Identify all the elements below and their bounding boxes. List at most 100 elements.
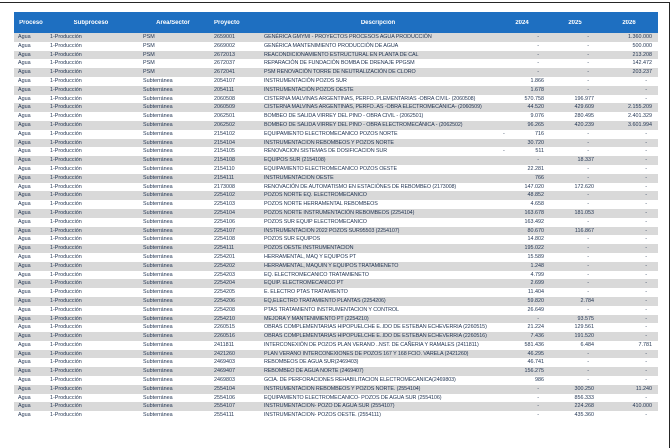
cell-descripcion[interactable]: GCIA. DE PERFORACIONES REHABILITACION EL… bbox=[264, 377, 456, 384]
cell-y2026[interactable]: - bbox=[645, 280, 647, 287]
cell-y2025[interactable]: - bbox=[587, 289, 589, 296]
cell-y2024[interactable]: 9.076 bbox=[530, 113, 545, 120]
cell-subproceso[interactable]: 1-Producción bbox=[50, 209, 82, 216]
table-row[interactable]: Agua 1-Producción Subterránea 2469803 GCIA. … bbox=[14, 376, 658, 385]
cell-y2025[interactable]: 191.520 bbox=[574, 333, 595, 340]
cell-y2024[interactable]: -716 bbox=[503, 130, 544, 137]
cell-area[interactable]: Subterránea bbox=[143, 227, 173, 234]
table-row[interactable]: Agua 1-Producción Subterránea 2254205 E. ELE… bbox=[14, 288, 658, 297]
cell-proceso[interactable]: Agua bbox=[18, 403, 31, 410]
cell-y2025[interactable]: - bbox=[587, 201, 589, 208]
cell-subproceso[interactable]: 1-Producción bbox=[50, 139, 82, 146]
cell-area[interactable]: Subterránea bbox=[143, 412, 173, 419]
cell-proceso[interactable]: Agua bbox=[18, 157, 31, 164]
cell-proyecto[interactable]: 2062502 bbox=[214, 121, 235, 128]
table-row[interactable]: Agua 1-Producción Subterránea 2254104 POZOS … bbox=[14, 208, 658, 218]
cell-y2024[interactable]: 59.820 bbox=[527, 297, 545, 304]
cell-proyecto[interactable]: 2254203 bbox=[214, 271, 235, 278]
cell-subproceso[interactable]: 1-Producción bbox=[50, 297, 82, 304]
cell-proyecto[interactable]: 2154110 bbox=[214, 165, 235, 172]
cell-descripcion[interactable]: CISTERNA MALVINAS ARGENTINAS, PERFO..PLE… bbox=[264, 95, 476, 102]
cell-subproceso[interactable]: 1-Producción bbox=[50, 271, 82, 278]
cell-y2024[interactable]: 15.589 bbox=[527, 253, 545, 260]
cell-descripcion[interactable]: OBRAS COMPLEMENTARIAS HIPOPUELCHE E..IDO… bbox=[264, 324, 487, 331]
cell-proyecto[interactable]: 2154105 bbox=[214, 148, 235, 155]
cell-proceso[interactable]: Agua bbox=[18, 315, 31, 322]
table-row[interactable]: Agua 1-Producción Subterránea 2254107 INSTRU… bbox=[14, 226, 658, 236]
cell-proceso[interactable]: Agua bbox=[18, 368, 31, 375]
cell-area[interactable]: Subterránea bbox=[143, 121, 173, 128]
table-row[interactable]: Agua 1-Producción Subterránea 2254108 POZOS … bbox=[14, 235, 658, 244]
cell-subproceso[interactable]: 1-Producción bbox=[50, 60, 82, 67]
cell-y2026[interactable]: - bbox=[645, 271, 647, 278]
cell-y2024[interactable]: - bbox=[537, 42, 539, 49]
cell-y2025[interactable]: 856.333 bbox=[574, 394, 595, 401]
cell-y2026[interactable]: - bbox=[645, 315, 647, 322]
cell-y2025[interactable]: 93.575 bbox=[577, 315, 595, 322]
cell-y2026[interactable]: - bbox=[645, 227, 647, 234]
cell-area[interactable]: Subterránea bbox=[143, 368, 173, 375]
cell-descripcion[interactable]: REPARACIÓN DE FUNDACIÓN BOMBA DE DRENAJE… bbox=[264, 60, 415, 67]
cell-area[interactable]: Subterránea bbox=[143, 245, 173, 252]
table-row[interactable]: Agua 1-Producción Subterránea 2154111 INSTRU… bbox=[14, 173, 658, 183]
cell-area[interactable]: Subterránea bbox=[143, 113, 173, 120]
cell-y2024[interactable]: 581.436 bbox=[524, 341, 545, 348]
cell-subproceso[interactable]: 1-Producción bbox=[50, 324, 82, 331]
cell-area[interactable]: Subterránea bbox=[143, 104, 173, 111]
cell-y2025[interactable]: - bbox=[587, 218, 589, 225]
cell-y2026[interactable]: - bbox=[645, 368, 647, 375]
cell-y2025[interactable]: - bbox=[587, 368, 589, 375]
cell-y2025[interactable]: - bbox=[587, 165, 589, 172]
cell-proceso[interactable]: Agua bbox=[18, 412, 31, 419]
table-row[interactable]: Agua 1-Producción Subterránea 2411811 INTERC… bbox=[14, 341, 658, 350]
table-row[interactable]: Agua 1-Producción Subterránea 2062502 BOMBEO… bbox=[14, 120, 658, 130]
cell-y2026[interactable]: 410.000 bbox=[632, 403, 653, 410]
cell-y2024[interactable]: - bbox=[537, 394, 539, 401]
cell-proceso[interactable]: Agua bbox=[18, 385, 31, 392]
cell-descripcion[interactable]: EQUIPOS SUR (2154108) bbox=[264, 157, 326, 164]
table-row[interactable]: Agua 1-Producción Subterránea 2254106 POZOS … bbox=[14, 218, 658, 227]
table-row[interactable]: Agua 1-Producción PSM 2669002 GENÉRICA MANTE… bbox=[14, 42, 658, 51]
cell-y2025[interactable]: 420.239 bbox=[574, 121, 595, 128]
cell-descripcion[interactable]: EQ,ELECTRO TRATAMIENTO PLANTAS (2254206) bbox=[264, 297, 386, 304]
cell-y2026[interactable]: 2.401.329 bbox=[628, 113, 652, 120]
cell-proceso[interactable]: Agua bbox=[18, 86, 31, 93]
cell-subproceso[interactable]: 1-Producción bbox=[50, 192, 82, 199]
cell-y2024[interactable]: - bbox=[537, 412, 539, 419]
cell-y2025[interactable]: 224.268 bbox=[574, 403, 595, 410]
cell-y2025[interactable]: - bbox=[587, 69, 589, 76]
cell-descripcion[interactable]: INSTRUMENTACION REBOMBEOS Y POZOS NORTE.… bbox=[264, 385, 421, 392]
cell-area[interactable]: PSM bbox=[143, 42, 155, 49]
cell-y2025[interactable]: - bbox=[587, 86, 589, 93]
cell-area[interactable]: Subterránea bbox=[143, 333, 173, 340]
cell-descripcion[interactable]: BOMBEO DE SALIDA VIRREY DEL PINO - OBRA … bbox=[264, 113, 424, 120]
cell-y2026[interactable]: - bbox=[645, 350, 647, 357]
cell-subproceso[interactable]: 1-Producción bbox=[50, 218, 82, 225]
table-row[interactable]: Agua 1-Producción Subterránea 2254210 MEJORA… bbox=[14, 314, 658, 324]
cell-y2026[interactable]: - bbox=[645, 412, 647, 419]
cell-subproceso[interactable]: 1-Producción bbox=[50, 236, 82, 243]
cell-y2025[interactable]: 172.620 bbox=[574, 183, 595, 190]
cell-proyecto[interactable]: 2672013 bbox=[214, 51, 235, 58]
cell-y2024[interactable]: - bbox=[537, 51, 539, 58]
table-row[interactable]: Agua 1-Producción Subterránea 2254208 PTAS T… bbox=[14, 306, 658, 315]
cell-y2024[interactable]: 48.852 bbox=[527, 192, 545, 199]
cell-descripcion[interactable]: HERRAMENTAL, MAQUIN Y EQUIPOS TRATAMIENE… bbox=[264, 262, 399, 269]
cell-proyecto[interactable]: 2554111 bbox=[214, 412, 235, 419]
table-row[interactable]: Agua 1-Producción Subterránea 2054107 INSTRU… bbox=[14, 77, 658, 86]
table-row[interactable]: Agua 1-Producción Subterránea 2421260 PLAN V… bbox=[14, 349, 658, 359]
cell-area[interactable]: Subterránea bbox=[143, 192, 173, 199]
cell-proceso[interactable]: Agua bbox=[18, 139, 31, 146]
cell-descripcion[interactable]: REACONDICIONAMIENTO ESTRUCTURAL EN PLANT… bbox=[264, 51, 419, 58]
cell-y2025[interactable]: - bbox=[587, 174, 589, 181]
cell-subproceso[interactable]: 1-Producción bbox=[50, 377, 82, 384]
table-row[interactable]: Agua 1-Producción Subterránea 2254102 POZOS … bbox=[14, 191, 658, 201]
cell-y2024[interactable]: 156.275 bbox=[524, 368, 545, 375]
cell-proceso[interactable]: Agua bbox=[18, 218, 31, 225]
cell-y2026[interactable]: - bbox=[645, 139, 647, 146]
cell-descripcion[interactable]: POZOS NORTE HERRAMENTAL REBOMBEOS bbox=[264, 201, 378, 208]
cell-area[interactable]: Subterránea bbox=[143, 218, 173, 225]
table-row[interactable]: Agua 1-Producción Subterránea 2254111 POZOS … bbox=[14, 244, 658, 253]
cell-proyecto[interactable]: 2154102 bbox=[214, 130, 235, 137]
cell-proceso[interactable]: Agua bbox=[18, 245, 31, 252]
